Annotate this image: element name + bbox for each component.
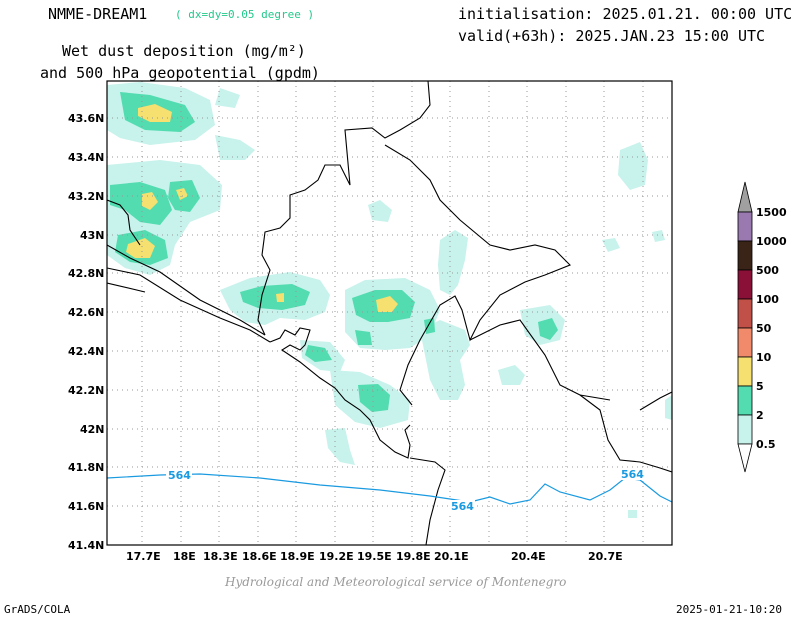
render-timestamp: 2025-01-21-10:20 (676, 603, 782, 616)
lon-label: 20.4E (511, 550, 546, 563)
colorbar: 1500 1000 500 100 50 10 5 2 0.5 (737, 181, 787, 473)
lon-label: 18E (173, 550, 196, 563)
contour-label-3: 564 (621, 468, 644, 481)
colorbar-swatch (737, 298, 753, 329)
resolution-note: ( dx=dy=0.05 degree ) (175, 8, 315, 21)
colorbar-swatch (737, 211, 753, 242)
colorbar-swatch (737, 240, 753, 271)
contour-label-1: 564 (168, 469, 191, 482)
lon-label: 20.7E (588, 550, 623, 563)
colorbar-swatch (737, 327, 753, 358)
colorbar-bottom-arrow (737, 443, 753, 473)
lat-label: 42.6N (68, 306, 104, 319)
lat-label: 43.4N (68, 151, 104, 164)
contour-label-box-3 (619, 468, 645, 480)
colorbar-label: 2 (756, 409, 764, 422)
longitude-labels: 17.7E 18E 18.3E 18.6E 18.9E 19.2E 19.5E … (126, 550, 623, 563)
lat-label: 42.4N (68, 345, 104, 358)
colorbar-swatch (737, 269, 753, 300)
software-label: GrADS/COLA (4, 603, 71, 616)
colorbar-label: 1500 (756, 206, 787, 219)
valid-time: valid(+63h): 2025.JAN.23 15:00 UTC (458, 27, 766, 45)
lon-label: 19.2E (319, 550, 354, 563)
colorbar-label: 0.5 (756, 438, 776, 451)
lon-label: 20.1E (434, 550, 469, 563)
lat-label: 42.8N (68, 267, 104, 280)
credit-text: Hydrological and Meteorological service … (225, 575, 567, 589)
model-name: NMME-DREAM1 (48, 5, 148, 23)
grid-lines (107, 81, 672, 545)
contour-label-box-1 (166, 469, 192, 481)
colorbar-top-arrow (737, 181, 753, 213)
country-borders (107, 81, 672, 545)
colorbar-swatch (737, 356, 753, 387)
lon-label: 19.8E (396, 550, 431, 563)
lat-label: 41.8N (68, 461, 104, 474)
lon-label: 17.7E (126, 550, 161, 563)
lat-label: 41.4N (68, 539, 104, 552)
lon-label: 18.6E (242, 550, 277, 563)
contour-label-box-2 (449, 500, 475, 512)
lon-label: 19.5E (357, 550, 392, 563)
colorbar-label: 100 (756, 293, 779, 306)
latitude-labels: 43.6N 43.4N 43.2N 43N 42.8N 42.6N 42.4N … (68, 112, 105, 552)
colorbar-label: 50 (756, 322, 772, 335)
lat-label: 42N (80, 423, 105, 436)
colorbar-swatch (737, 414, 753, 445)
lat-label: 43.2N (68, 190, 104, 203)
lat-label: 41.6N (68, 500, 104, 513)
lon-label: 18.9E (280, 550, 315, 563)
map-frame (106, 80, 673, 546)
lat-label: 43N (80, 229, 105, 242)
lon-label: 18.3E (203, 550, 238, 563)
lat-label: 42.2N (68, 384, 104, 397)
colorbar-label: 5 (756, 380, 764, 393)
deposition-field (107, 82, 672, 518)
contour-label-2: 564 (451, 500, 474, 513)
lat-label: 43.6N (68, 112, 104, 125)
colorbar-swatch (737, 385, 753, 416)
colorbar-label: 500 (756, 264, 779, 277)
field-title-line2: and 500 hPa geopotential (gpdm) (40, 64, 320, 82)
colorbar-label: 10 (756, 351, 772, 364)
field-title-line1: Wet dust deposition (mg/m²) (62, 42, 306, 60)
colorbar-label: 1000 (756, 235, 787, 248)
init-time: initialisation: 2025.01.21. 00:00 UTC (458, 5, 793, 23)
